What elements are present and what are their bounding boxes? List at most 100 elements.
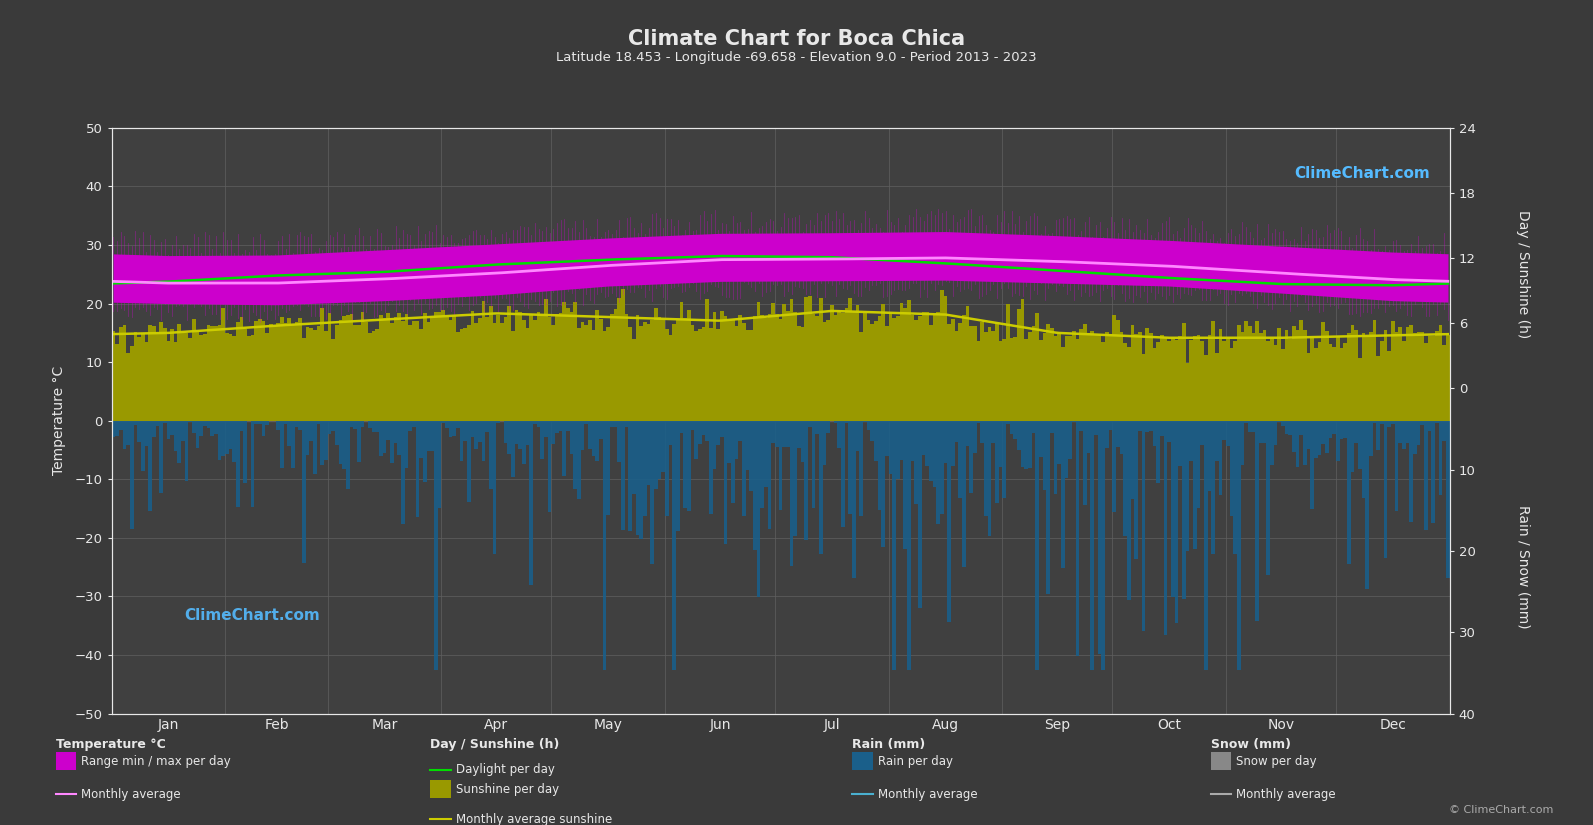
Bar (771, 421, 776, 443)
Bar (607, 421, 610, 516)
Bar (749, 331, 753, 421)
Bar (1255, 421, 1258, 620)
Bar (1021, 299, 1024, 421)
Bar (416, 322, 419, 421)
Bar (350, 421, 354, 427)
Bar (970, 326, 973, 421)
Bar (570, 313, 573, 421)
Bar (712, 421, 717, 469)
Bar (1258, 333, 1263, 421)
Bar (1047, 421, 1050, 593)
Bar (134, 421, 137, 425)
Bar (508, 421, 511, 454)
Bar (244, 329, 247, 421)
Bar (618, 421, 621, 461)
Bar (515, 309, 518, 421)
Bar (1241, 332, 1244, 421)
Bar (661, 320, 666, 421)
Bar (140, 333, 145, 421)
Bar (973, 421, 977, 453)
Bar (827, 320, 830, 421)
Bar (1002, 338, 1007, 421)
Bar (529, 314, 534, 421)
Bar (804, 421, 808, 540)
Bar (1035, 313, 1039, 421)
Bar (119, 421, 123, 430)
Bar (441, 421, 444, 423)
Bar (258, 421, 261, 424)
Bar (613, 421, 618, 427)
Bar (1072, 332, 1075, 421)
Bar (566, 308, 570, 421)
Bar (655, 309, 658, 421)
Text: Range min / max per day: Range min / max per day (81, 755, 231, 768)
Bar (518, 312, 523, 421)
Bar (174, 342, 177, 421)
Text: ClimeChart.com: ClimeChart.com (1294, 166, 1429, 181)
Bar (929, 421, 933, 480)
Bar (870, 324, 875, 421)
Bar (405, 314, 408, 421)
Bar (1314, 421, 1317, 459)
Bar (1373, 421, 1376, 423)
Bar (988, 327, 991, 421)
Bar (1410, 324, 1413, 421)
Bar (229, 333, 233, 421)
Bar (354, 324, 357, 421)
Bar (371, 421, 376, 432)
Bar (698, 421, 703, 444)
Bar (886, 326, 889, 421)
Bar (940, 421, 943, 514)
Bar (588, 421, 591, 450)
Bar (379, 315, 382, 421)
Bar (478, 421, 481, 441)
Bar (156, 421, 159, 427)
Bar (554, 314, 559, 421)
Bar (182, 332, 185, 421)
Text: Temperature °C: Temperature °C (56, 738, 166, 752)
Bar (188, 338, 193, 421)
Bar (1402, 341, 1405, 421)
Bar (870, 421, 875, 441)
Bar (977, 341, 980, 421)
Bar (295, 421, 298, 427)
Bar (779, 421, 782, 511)
Bar (650, 421, 655, 563)
Bar (207, 421, 210, 428)
Bar (131, 346, 134, 421)
Bar (1027, 332, 1032, 421)
Bar (1222, 341, 1227, 421)
Bar (548, 318, 551, 421)
Bar (1137, 332, 1142, 421)
Bar (720, 311, 723, 421)
Bar (241, 317, 244, 421)
Bar (204, 421, 207, 426)
Bar (199, 421, 204, 436)
Bar (218, 421, 221, 460)
Bar (683, 421, 687, 507)
Bar (1278, 328, 1281, 421)
Bar (1399, 327, 1402, 421)
Bar (1024, 421, 1027, 469)
Bar (819, 298, 822, 421)
Bar (1292, 421, 1295, 452)
Bar (464, 328, 467, 421)
Bar (691, 421, 695, 430)
Bar (816, 421, 819, 434)
Bar (801, 421, 804, 462)
Bar (822, 421, 827, 464)
Bar (672, 421, 675, 670)
Text: Daylight per day: Daylight per day (456, 763, 554, 776)
Bar (1446, 336, 1450, 421)
Bar (1160, 421, 1163, 436)
Bar (914, 421, 918, 504)
Bar (233, 421, 236, 462)
Bar (746, 421, 749, 470)
Bar (1002, 421, 1007, 498)
Bar (675, 421, 680, 530)
Bar (999, 341, 1002, 421)
Bar (948, 421, 951, 622)
Bar (1094, 421, 1098, 435)
Bar (723, 421, 728, 544)
Bar (973, 326, 977, 421)
